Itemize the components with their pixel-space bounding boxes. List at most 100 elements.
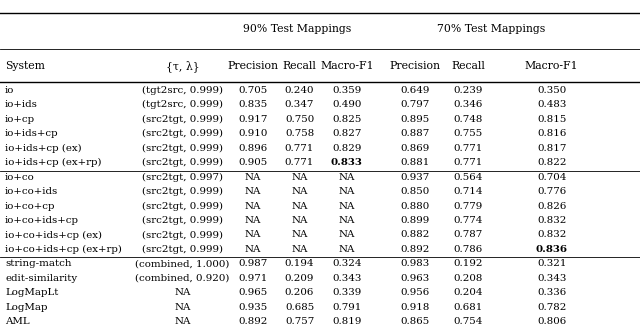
Text: (src2tgt, 0.999): (src2tgt, 0.999) bbox=[142, 230, 223, 240]
Text: NA: NA bbox=[339, 202, 355, 211]
Text: 0.350: 0.350 bbox=[537, 86, 566, 95]
Text: 0.829: 0.829 bbox=[332, 144, 362, 153]
Text: 0.797: 0.797 bbox=[400, 100, 429, 109]
Text: 0.343: 0.343 bbox=[332, 274, 362, 283]
Text: 0.832: 0.832 bbox=[537, 231, 566, 240]
Text: 0.786: 0.786 bbox=[454, 245, 483, 254]
Text: io+ids+cp (ex+rp): io+ids+cp (ex+rp) bbox=[5, 158, 102, 167]
Text: NA: NA bbox=[339, 231, 355, 240]
Text: Precision: Precision bbox=[227, 61, 278, 71]
Text: 0.192: 0.192 bbox=[454, 260, 483, 268]
Text: 0.905: 0.905 bbox=[238, 158, 268, 167]
Text: {τ, λ}: {τ, λ} bbox=[166, 60, 199, 72]
Text: 0.204: 0.204 bbox=[454, 289, 483, 297]
Text: 0.910: 0.910 bbox=[238, 129, 268, 138]
Text: 0.918: 0.918 bbox=[400, 303, 429, 312]
Text: 0.881: 0.881 bbox=[400, 158, 429, 167]
Text: 0.869: 0.869 bbox=[400, 144, 429, 153]
Text: (combined, 0.920): (combined, 0.920) bbox=[135, 274, 230, 283]
Text: 0.935: 0.935 bbox=[238, 303, 268, 312]
Text: 0.963: 0.963 bbox=[400, 274, 429, 283]
Text: 90% Test Mappings: 90% Test Mappings bbox=[243, 24, 352, 35]
Text: 0.815: 0.815 bbox=[537, 115, 566, 124]
Text: io: io bbox=[5, 86, 15, 95]
Text: io+ids+cp (ex): io+ids+cp (ex) bbox=[5, 143, 82, 153]
Text: 0.832: 0.832 bbox=[537, 216, 566, 225]
Text: NA: NA bbox=[291, 202, 308, 211]
Text: 0.705: 0.705 bbox=[238, 86, 268, 95]
Text: 0.779: 0.779 bbox=[454, 202, 483, 211]
Text: AML: AML bbox=[5, 317, 29, 326]
Text: 0.817: 0.817 bbox=[537, 144, 566, 153]
Text: 0.324: 0.324 bbox=[332, 260, 362, 268]
Text: 0.771: 0.771 bbox=[285, 158, 314, 167]
Text: 0.833: 0.833 bbox=[331, 158, 363, 167]
Text: 0.206: 0.206 bbox=[285, 289, 314, 297]
Text: 0.714: 0.714 bbox=[454, 187, 483, 196]
Text: 0.649: 0.649 bbox=[400, 86, 429, 95]
Text: (combined, 1.000): (combined, 1.000) bbox=[135, 260, 230, 268]
Text: System: System bbox=[5, 61, 45, 71]
Text: 0.865: 0.865 bbox=[400, 317, 429, 326]
Text: 0.483: 0.483 bbox=[537, 100, 566, 109]
Text: 0.208: 0.208 bbox=[454, 274, 483, 283]
Text: LogMap: LogMap bbox=[5, 303, 47, 312]
Text: 0.748: 0.748 bbox=[454, 115, 483, 124]
Text: NA: NA bbox=[244, 216, 261, 225]
Text: 0.899: 0.899 bbox=[400, 216, 429, 225]
Text: 0.825: 0.825 bbox=[332, 115, 362, 124]
Text: 0.937: 0.937 bbox=[400, 173, 429, 182]
Text: 0.754: 0.754 bbox=[454, 317, 483, 326]
Text: (tgt2src, 0.999): (tgt2src, 0.999) bbox=[142, 86, 223, 95]
Text: (src2tgt, 0.999): (src2tgt, 0.999) bbox=[142, 143, 223, 153]
Text: 0.704: 0.704 bbox=[537, 173, 566, 182]
Text: io+cp: io+cp bbox=[5, 115, 35, 124]
Text: string-match: string-match bbox=[5, 260, 72, 268]
Text: 0.343: 0.343 bbox=[537, 274, 566, 283]
Text: 0.806: 0.806 bbox=[537, 317, 566, 326]
Text: (tgt2src, 0.999): (tgt2src, 0.999) bbox=[142, 100, 223, 109]
Text: 0.564: 0.564 bbox=[454, 173, 483, 182]
Text: 0.782: 0.782 bbox=[537, 303, 566, 312]
Text: NA: NA bbox=[291, 216, 308, 225]
Text: NA: NA bbox=[244, 202, 261, 211]
Text: 0.892: 0.892 bbox=[400, 245, 429, 254]
Text: LogMapLt: LogMapLt bbox=[5, 289, 58, 297]
Text: NA: NA bbox=[244, 173, 261, 182]
Text: NA: NA bbox=[291, 173, 308, 182]
Text: 0.896: 0.896 bbox=[238, 144, 268, 153]
Text: NA: NA bbox=[244, 231, 261, 240]
Text: io+ids+cp: io+ids+cp bbox=[5, 129, 59, 138]
Text: 0.895: 0.895 bbox=[400, 115, 429, 124]
Text: (src2tgt, 0.999): (src2tgt, 0.999) bbox=[142, 187, 223, 196]
Text: LogMap-ML$^*$: LogMap-ML$^*$ bbox=[0, 328, 1, 329]
Text: (src2tgt, 0.999): (src2tgt, 0.999) bbox=[142, 129, 223, 138]
Text: 0.882: 0.882 bbox=[400, 231, 429, 240]
Text: (src2tgt, 0.997): (src2tgt, 0.997) bbox=[142, 172, 223, 182]
Text: NA: NA bbox=[291, 245, 308, 254]
Text: NA: NA bbox=[174, 317, 191, 326]
Text: io+co+ids+cp (ex): io+co+ids+cp (ex) bbox=[5, 230, 102, 240]
Text: Macro-F1: Macro-F1 bbox=[525, 61, 579, 71]
Text: 0.771: 0.771 bbox=[454, 158, 483, 167]
Text: NA: NA bbox=[339, 187, 355, 196]
Text: 0.816: 0.816 bbox=[537, 129, 566, 138]
Text: Precision: Precision bbox=[389, 61, 440, 71]
Text: 0.346: 0.346 bbox=[454, 100, 483, 109]
Text: 0.965: 0.965 bbox=[238, 289, 268, 297]
Text: 0.836: 0.836 bbox=[536, 245, 568, 254]
Text: 70% Test Mappings: 70% Test Mappings bbox=[437, 24, 545, 35]
Text: 0.240: 0.240 bbox=[285, 86, 314, 95]
Text: 0.685: 0.685 bbox=[285, 303, 314, 312]
Text: 0.826: 0.826 bbox=[537, 202, 566, 211]
Text: NA: NA bbox=[174, 303, 191, 312]
Text: NA: NA bbox=[291, 231, 308, 240]
Text: 0.776: 0.776 bbox=[537, 187, 566, 196]
Text: Macro-F1: Macro-F1 bbox=[320, 61, 374, 71]
Text: NA: NA bbox=[244, 187, 261, 196]
Text: 0.490: 0.490 bbox=[332, 100, 362, 109]
Text: (src2tgt, 0.999): (src2tgt, 0.999) bbox=[142, 201, 223, 211]
Text: 0.787: 0.787 bbox=[454, 231, 483, 240]
Text: 0.347: 0.347 bbox=[285, 100, 314, 109]
Text: NA: NA bbox=[339, 216, 355, 225]
